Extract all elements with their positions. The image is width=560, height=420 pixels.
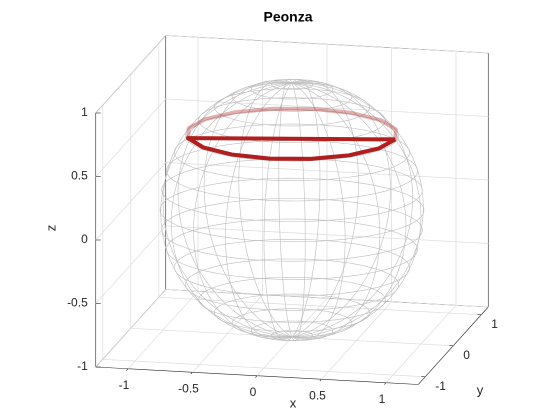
x-tick [126, 368, 129, 371]
x-tick [255, 375, 258, 378]
z-tick-label: -0.5 [67, 296, 88, 310]
x-tick-label: 1 [379, 392, 386, 406]
z-tick-label: 0.5 [71, 169, 88, 183]
sphere-meridian [291, 82, 422, 338]
y-axis-label: y [477, 382, 484, 397]
x-tick [190, 372, 193, 375]
sphere-meridian [291, 82, 407, 339]
sphere-meridian [291, 80, 391, 338]
chart-title: Peonza [263, 9, 312, 25]
sphere-meridian [291, 82, 424, 338]
z-tick-label: 1 [81, 105, 88, 119]
sphere-meridian [263, 82, 293, 342]
x-tick-label: -1 [119, 378, 130, 392]
sphere-meridian [193, 82, 293, 340]
x-tick-label: 0.5 [309, 388, 326, 402]
sphere-meridian [291, 78, 321, 338]
z-tick-label: 0 [81, 232, 88, 246]
y-tick-label: 0 [463, 348, 470, 362]
sphere-meridian [291, 82, 346, 341]
sphere-wireframe [159, 78, 425, 342]
sphere-meridian [160, 82, 293, 338]
y-tick-label: -1 [435, 379, 446, 393]
sphere-meridian [238, 79, 293, 338]
sphere-meridian [291, 82, 414, 338]
z-grid-line [95, 35, 489, 114]
x-tick [384, 382, 387, 385]
z-grid-line [95, 225, 489, 304]
z-axis-label: z [43, 225, 58, 232]
sphere-meridian [291, 79, 359, 338]
x-tick-label: -0.5 [178, 381, 199, 395]
sphere-meridian [278, 78, 293, 338]
sphere-meridian [170, 82, 293, 338]
z-grid-line [95, 98, 489, 177]
trajectory-front [186, 136, 397, 161]
y-tick-label: 1 [491, 317, 498, 331]
x-tick-label: 0 [250, 385, 257, 399]
z-tick-label: -1 [77, 359, 88, 373]
data-layer [186, 106, 398, 161]
x-axis-label: x [290, 395, 297, 410]
sphere-meridian [162, 82, 293, 338]
sphere-meridian [291, 82, 381, 340]
sphere-meridian [225, 82, 293, 341]
sphere-meridian [291, 82, 306, 342]
z-grid-line [95, 162, 489, 241]
sphere-meridian [177, 81, 293, 338]
x-tick [319, 379, 322, 382]
